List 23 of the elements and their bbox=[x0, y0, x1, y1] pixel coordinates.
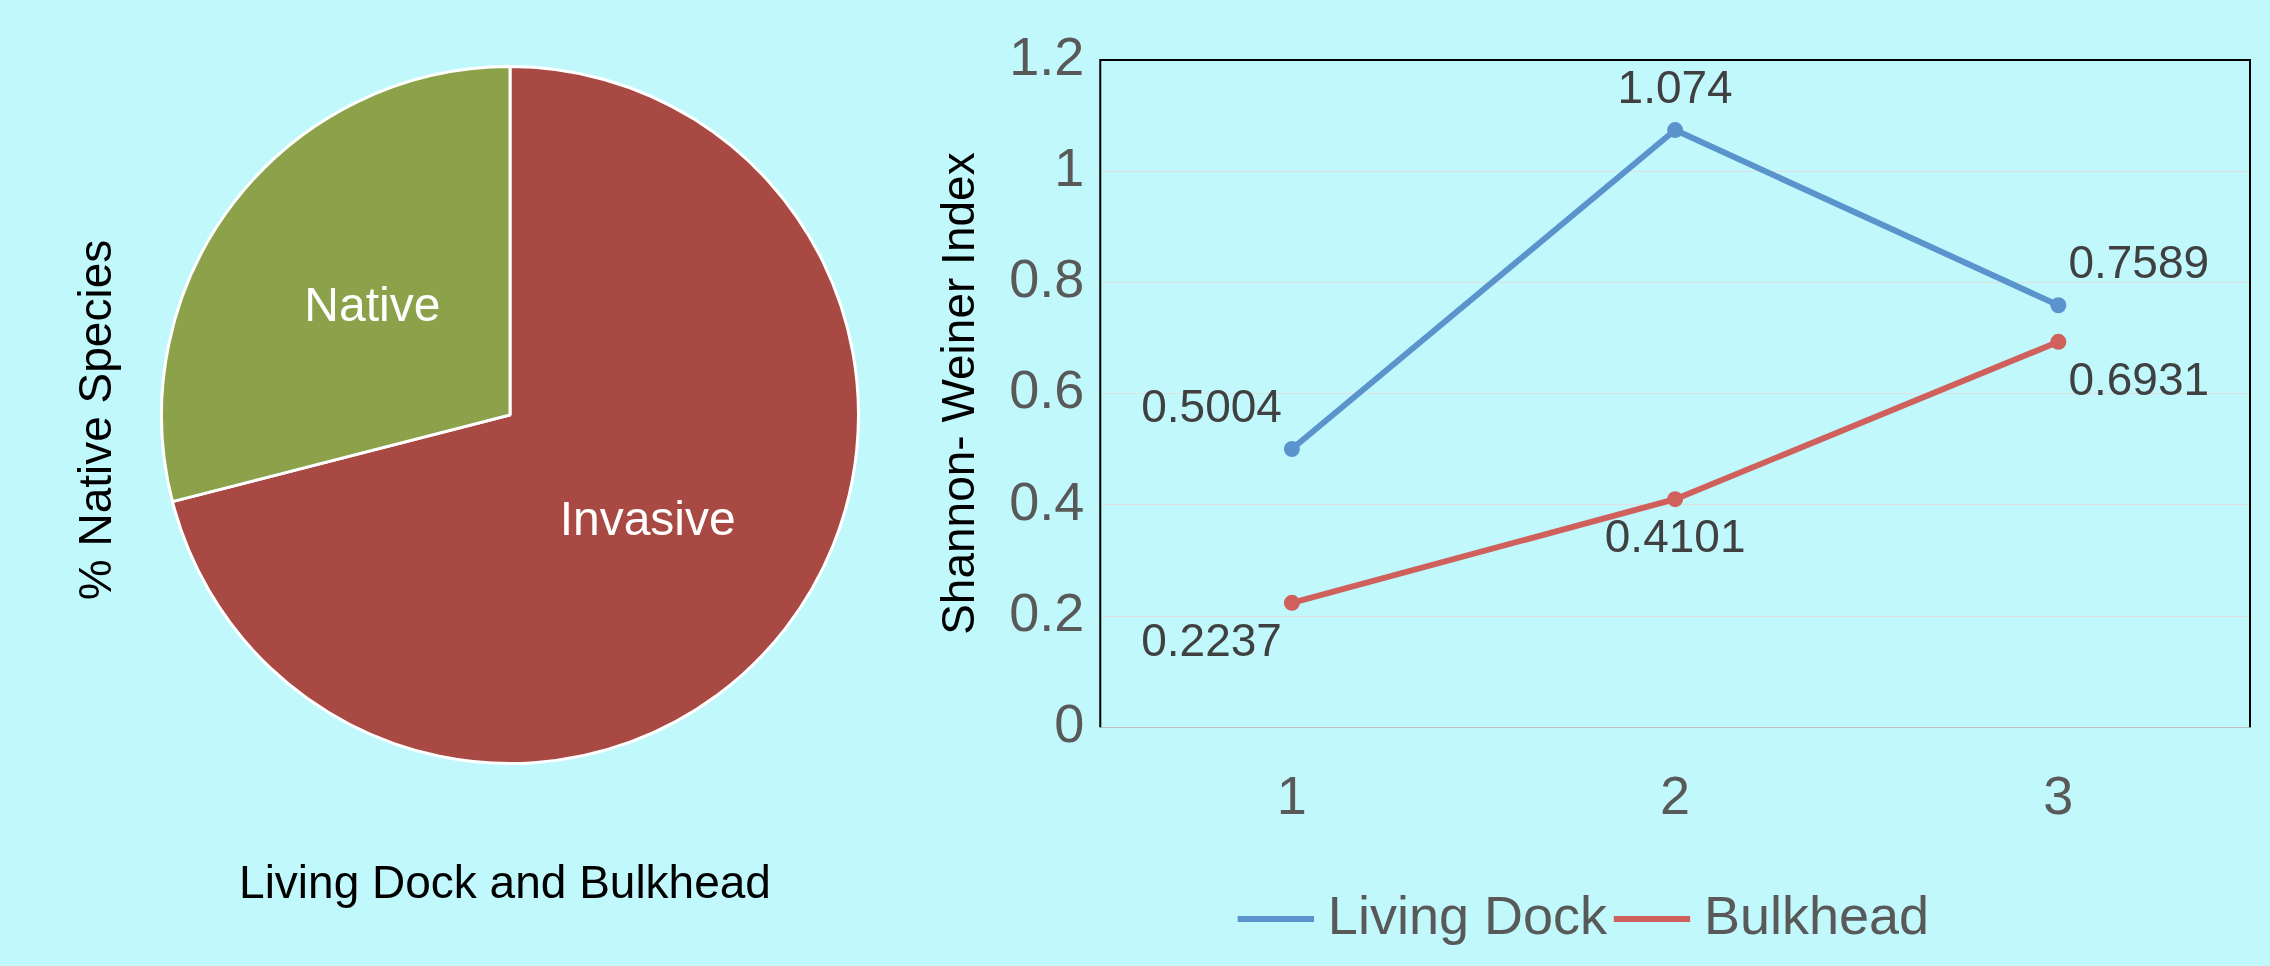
legend-label: Living Dock bbox=[1327, 884, 1608, 945]
y-tick-label: 0.6 bbox=[1009, 359, 1085, 420]
data-label: 0.7589 bbox=[2068, 235, 2210, 288]
y-axis-title: Shannon- Weiner Index bbox=[932, 152, 985, 635]
data-label: 0.4101 bbox=[1604, 509, 1746, 562]
data-label: 0.5004 bbox=[1141, 379, 1282, 432]
text: Living Dock and Bulkhead bbox=[239, 855, 771, 909]
data-label: 0.6931 bbox=[2068, 352, 2210, 405]
y-tick-label: 0.4 bbox=[1009, 470, 1085, 531]
y-tick-label: 1.2 bbox=[1009, 25, 1085, 86]
data-label: 1.074 bbox=[1617, 60, 1733, 113]
y-tick-label: 0 bbox=[1054, 693, 1085, 754]
data-label: 0.2237 bbox=[1141, 613, 1282, 666]
y-tick-label: 1 bbox=[1054, 137, 1085, 198]
slice-label: Native bbox=[304, 278, 441, 332]
x-tick-label: 1 bbox=[1276, 765, 1307, 826]
text: % Native Species bbox=[68, 239, 122, 601]
x-tick-label: 2 bbox=[1660, 765, 1691, 826]
y-tick-label: 0.8 bbox=[1009, 248, 1085, 309]
slice-label: Invasive bbox=[559, 492, 736, 546]
x-tick-label: 3 bbox=[2043, 765, 2074, 826]
legend-label: Bulkhead bbox=[1703, 884, 1930, 945]
y-tick-label: 0.2 bbox=[1009, 581, 1085, 642]
